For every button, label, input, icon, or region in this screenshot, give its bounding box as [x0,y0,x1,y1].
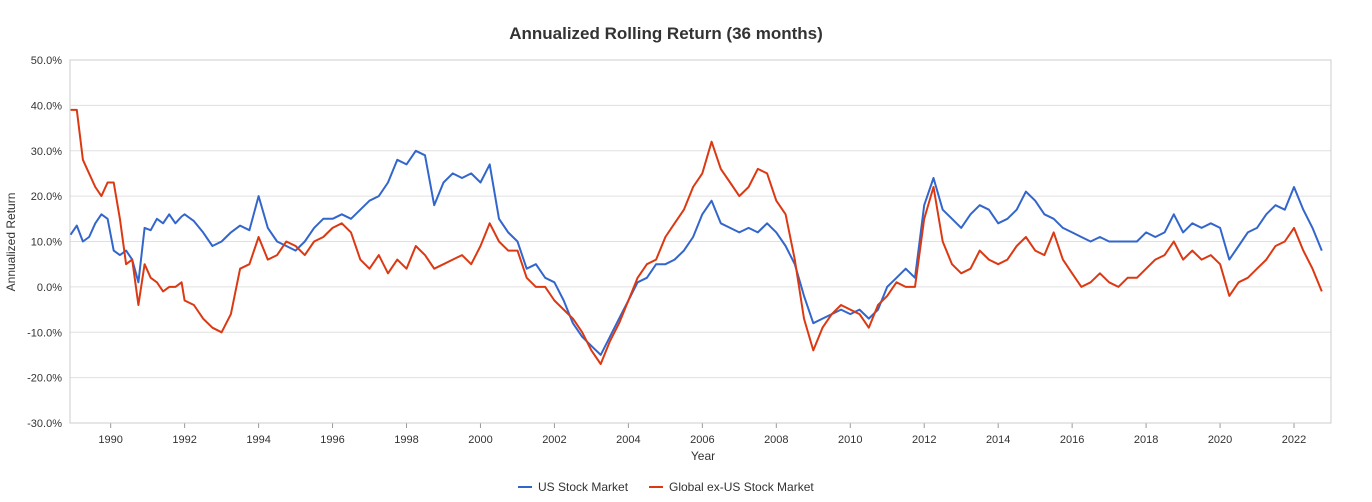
x-tick-label: 2012 [912,434,936,446]
y-tick-label: 10.0% [31,237,62,249]
x-tick-label: 2020 [1208,434,1232,446]
chart-title: Annualized Rolling Return (36 months) [509,24,823,43]
legend-label: US Stock Market [538,480,629,494]
x-tick-label: 2008 [764,434,788,446]
x-tick-label: 1992 [172,434,196,446]
y-axis-label: Annualized Return [4,193,18,292]
x-tick-label: 1994 [246,434,270,446]
x-axis-label: Year [691,449,715,463]
x-tick-label: 1990 [98,434,122,446]
x-tick-label: 2016 [1060,434,1084,446]
x-tick-label: 2022 [1282,434,1306,446]
gridlines [70,59,1331,424]
y-tick-label: 50.0% [31,55,62,67]
y-tick-label: -20.0% [27,373,62,385]
x-tick-label: 2002 [542,434,566,446]
y-tick-label: 20.0% [31,191,62,203]
x-tick-label: 1998 [394,434,418,446]
y-tick-label: -10.0% [27,327,62,339]
x-tick-label: 2000 [468,434,492,446]
x-tick-label: 2004 [616,434,640,446]
legend-label: Global ex-US Stock Market [669,480,814,494]
y-tick-label: 30.0% [31,146,62,158]
series-line-1 [70,108,1323,365]
series-line-0 [69,149,1323,356]
plot-frame [69,59,1332,424]
x-tick-label: 2018 [1134,434,1158,446]
y-tick-label: 0.0% [37,282,62,294]
legend: US Stock Market Global ex-US Stock Market [518,480,814,494]
series-lines [69,108,1323,365]
x-tick-label: 2010 [838,434,862,446]
x-tick-label: 2014 [986,434,1010,446]
x-tick-label: 2006 [690,434,714,446]
x-tick-labels: 1990 1992 1994 1996 1998 2000 2002 2004 2006 2008… [98,423,1306,446]
y-tick-label: 40.0% [31,100,62,112]
y-tick-label: -30.0% [27,418,62,430]
y-tick-labels: -30.0% -20.0% -10.0% 0.0% 10.0% 20.0% 30.0% 40.… [27,55,62,430]
x-tick-label: 1996 [320,434,344,446]
